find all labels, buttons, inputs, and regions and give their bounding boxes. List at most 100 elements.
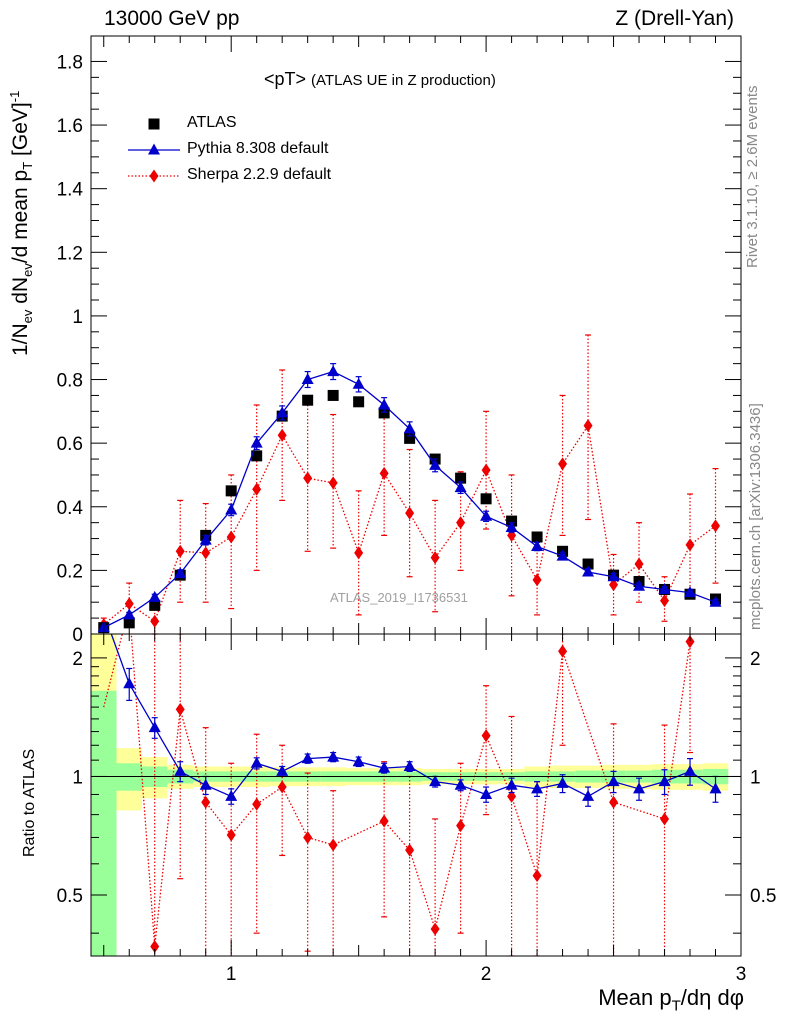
sherpa-ratio-point: [660, 812, 670, 826]
pythia-ratio-point: [174, 764, 187, 776]
pythia-point: [607, 570, 620, 582]
ratio-y-tick-label-right: 0.5: [750, 886, 776, 907]
mcplots-source-label: mcplots.cern.ch [arXiv:1306.3436]: [747, 403, 764, 630]
pythia-ratio-point: [301, 752, 314, 764]
sherpa-ratio-point: [456, 819, 466, 833]
pythia-ratio-point: [582, 789, 595, 801]
x-axis-label: Mean pT/dη dφ: [598, 985, 744, 1015]
sherpa-point: [685, 538, 695, 552]
x-tick-label: 2: [481, 964, 492, 985]
atlas-point: [149, 599, 161, 611]
pythia-ratio-point: [199, 778, 212, 790]
atlas-point: [123, 617, 135, 629]
pythia-ratio-point: [556, 776, 569, 788]
pythia-point: [505, 520, 518, 532]
pythia-point: [123, 608, 136, 620]
pythia-point: [403, 422, 416, 434]
pythia-point: [684, 586, 697, 598]
pythia-ratio-point: [531, 782, 544, 794]
sherpa-ratio-point: [303, 830, 313, 844]
main-y-tick-label: 0.4: [57, 498, 84, 519]
main-y-tick-label: 1: [72, 307, 83, 328]
pythia-ratio-point: [633, 782, 646, 794]
main-y-tick-label: 1.6: [57, 116, 83, 137]
main-y-tick-label: 1.8: [57, 52, 83, 73]
pythia-point: [225, 503, 238, 515]
sherpa-point: [481, 463, 491, 477]
pythia-point: [378, 398, 391, 410]
sherpa-point: [558, 457, 568, 471]
sherpa-point: [456, 516, 466, 530]
legend-markers: [128, 118, 180, 183]
pythia-point: [250, 436, 263, 448]
pythia-point: [709, 595, 722, 607]
atlas-point: [327, 389, 339, 401]
pythia-ratio-point: [123, 677, 136, 689]
sherpa-ratio-point: [226, 828, 236, 842]
ratio-y-tick-label-right: 2: [750, 649, 761, 670]
pythia-point: [301, 373, 314, 385]
pythia-ratio-point: [403, 759, 416, 771]
header-process-label: Z (Drell-Yan): [615, 7, 734, 30]
pythia-point: [531, 540, 544, 552]
sherpa-ratio-point: [277, 780, 287, 794]
sherpa-ratio-point: [430, 922, 440, 936]
legend-marker-sherpa: [149, 169, 159, 183]
analysis-watermark: ATLAS_2019_I1736531: [330, 590, 468, 605]
ratio-plot-frame: [90, 633, 742, 957]
legend-label-atlas: ATLAS: [187, 114, 237, 131]
sherpa-point: [328, 476, 338, 490]
ratio-stat-band: [116, 763, 142, 791]
ratio-y-axis-label: Ratio to ATLAS: [21, 748, 38, 857]
sherpa-point: [379, 466, 389, 480]
sherpa-point: [532, 573, 542, 587]
pythia-point: [148, 590, 161, 602]
sherpa-ratio-point: [609, 795, 619, 809]
pythia-point: [480, 509, 493, 521]
pythia-point: [454, 481, 467, 493]
sherpa-point: [430, 551, 440, 565]
main-y-tick-label: 0.8: [57, 371, 83, 392]
atlas-point: [455, 472, 467, 484]
sherpa-point: [201, 546, 211, 560]
pythia-ratio-point: [250, 756, 263, 768]
sherpa-ratio-line: [154, 641, 691, 947]
pythia-ratio-point: [709, 782, 722, 794]
plot-title: <pT> (ATLAS UE in Z production): [264, 69, 496, 90]
atlas-point: [302, 394, 314, 406]
atlas-point: [531, 531, 543, 543]
pythia-ratio-point: [429, 775, 442, 787]
atlas-point: [353, 396, 365, 408]
pythia-ratio-point: [505, 778, 518, 790]
main-y-tick-label: 0.6: [57, 434, 83, 455]
header-energy-label: 13000 GeV pp: [104, 7, 240, 30]
pythia-point: [174, 567, 187, 579]
legend-label-pythia: Pythia 8.308 default: [187, 140, 329, 157]
main-y-tick-label: 0.2: [57, 561, 83, 582]
sherpa-ratio-point: [685, 635, 695, 649]
pythia-point: [276, 406, 289, 418]
x-tick-label: 3: [736, 964, 747, 985]
ratio-y-tick-label: 0.5: [57, 886, 83, 907]
pythia-ratio-point: [276, 764, 289, 776]
atlas-point: [480, 493, 492, 505]
pythia-point: [352, 377, 365, 389]
sherpa-point: [226, 530, 236, 544]
sherpa-ratio-point: [252, 797, 262, 811]
legend-marker-atlas: [148, 118, 160, 130]
ratio-y-tick-label-right: 1: [750, 767, 761, 788]
pythia-ratio-point: [352, 755, 365, 767]
x-tick-label: 1: [226, 964, 237, 985]
sherpa-point: [634, 557, 644, 571]
ratio-stat-band: [91, 690, 117, 956]
pythia-point: [633, 579, 646, 591]
plot-subtitle: (ATLAS UE in Z production): [311, 72, 496, 89]
sherpa-point: [711, 519, 721, 533]
main-y-tick-label: 1.4: [57, 180, 84, 201]
plot-axes: 0 0.2 0.4 0.6 0.8 1 1.2 1.4 1.6 1.8 0.5 0.5 1 1 2 2 1 2 3: [57, 35, 776, 985]
pythia-ratio-point: [480, 787, 493, 799]
pythia-ratio-point: [378, 761, 391, 773]
main-y-tick-label: 1.2: [57, 243, 83, 264]
pythia-point: [582, 565, 595, 577]
